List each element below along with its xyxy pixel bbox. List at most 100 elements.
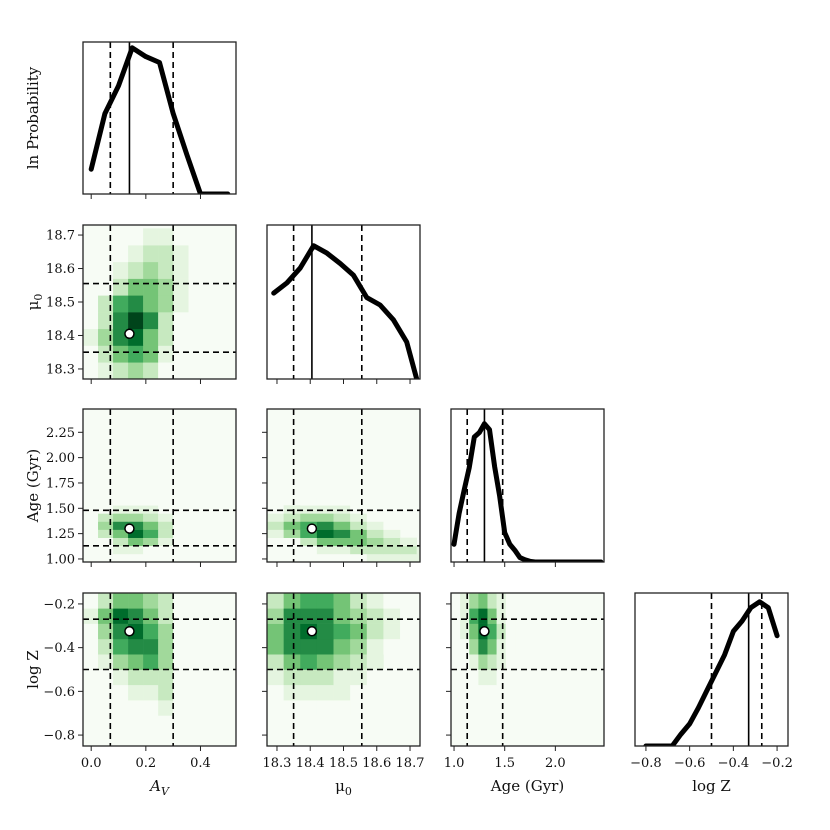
heatmap-cell [469, 638, 479, 655]
heatmap-cell [158, 513, 174, 522]
heatmap-cell [283, 608, 301, 624]
heatmap-cell [366, 608, 384, 624]
panel-marg-mu [266, 224, 421, 384]
heatmap-cell [451, 623, 461, 640]
heatmap-cell [158, 245, 174, 263]
heatmap-cell [83, 529, 99, 538]
heatmap-cell [267, 529, 284, 538]
x-tick-label: 1.0 [444, 756, 465, 771]
heatmap-cell [267, 669, 284, 686]
heatmap-cell [451, 593, 461, 609]
panel-joint-av-age: 1.00 1.25 1.50 1.75 2.00 2.25 Age (Gyr) [24, 408, 237, 567]
heatmap-cell [316, 513, 334, 522]
heatmap-cell [400, 537, 417, 547]
heatmap-cell [173, 700, 189, 716]
best-fit-marker [479, 626, 490, 637]
heatmap-cell [98, 328, 114, 346]
heatmap-cell [350, 623, 368, 640]
heatmap-cell [316, 497, 334, 506]
y-tick-label: 18.6 [46, 262, 75, 277]
heatmap-cell [316, 521, 334, 530]
heatmap-cell [113, 312, 129, 330]
heatmap-cell [333, 654, 351, 670]
heatmap-cell [366, 521, 384, 530]
y-tick-label: 1.50 [46, 502, 75, 517]
best-fit-marker [306, 626, 318, 637]
heatmap-cell [143, 529, 159, 538]
heatmap-cell [128, 261, 144, 279]
heatmap-cell [300, 545, 318, 555]
heatmap-cell [113, 529, 129, 538]
heatmap-cell [469, 684, 479, 701]
panel-joint-av-z: 0.0 0.2 0.4 −0.8 −0.6 −0.4 −0.2 log Z AV [24, 592, 237, 798]
heatmap-cell [316, 638, 334, 655]
heatmap-cell [366, 623, 384, 640]
panel-marg-z: −0.8 −0.6 −0.4 −0.2 log Z [630, 592, 793, 795]
heatmap-cell [300, 529, 318, 538]
heatmap-cell [283, 684, 301, 701]
heatmap-cell [350, 545, 368, 555]
plot-area [88, 42, 231, 194]
heatmap-cell [173, 345, 189, 363]
heatmap-cell [300, 638, 318, 655]
heatmap-cell [283, 513, 301, 522]
heatmap-cell [383, 638, 401, 655]
heatmap-cell [173, 261, 189, 279]
y-tick-label: −0.6 [43, 685, 75, 700]
heatmap-cell [300, 700, 318, 716]
heatmap-cell [113, 228, 129, 246]
probability-curve [451, 421, 604, 562]
heatmap-cell [128, 654, 144, 670]
panel-joint-av-mu: 18.3 18.4 18.5 18.6 18.7 μ0 [24, 224, 237, 384]
heatmap-cell [478, 669, 488, 686]
heatmap-cell [143, 700, 159, 716]
panel-joint-mu-age [262, 408, 421, 567]
heatmap-cell [487, 700, 497, 716]
heatmap-cell [113, 345, 129, 363]
heatmap-cell [128, 228, 144, 246]
heatmap-cell [350, 608, 368, 624]
heatmap-cell [267, 521, 284, 530]
heatmap-cell [316, 623, 334, 640]
panel-frame [82, 41, 237, 195]
y-tick-label: 2.00 [46, 451, 75, 466]
heatmap-cell [158, 593, 174, 609]
heatmap-cell [113, 497, 129, 506]
heatmap-cell [113, 684, 129, 701]
y-tick-label: 18.4 [46, 329, 75, 344]
heatmap-cell [316, 654, 334, 670]
heatmap-cell [98, 608, 114, 624]
y-tick-label: 18.3 [46, 362, 75, 377]
heatmap-cell [333, 608, 351, 624]
heatmap-cell [98, 521, 114, 530]
heatmap-cell [496, 638, 507, 655]
heatmap-cell [333, 700, 351, 716]
heatmap-cell [460, 593, 470, 609]
heatmap-cell [128, 345, 144, 363]
heatmap-cell [350, 505, 368, 514]
panel-marg-av: ln Probability [24, 41, 237, 199]
heatmap-cell [173, 669, 189, 686]
heatmap-cell [416, 545, 420, 555]
heatmap-cell [478, 700, 488, 716]
heatmap-cell [128, 278, 144, 296]
heatmap-cell [383, 521, 401, 530]
heatmap-cell [469, 654, 479, 670]
heatmap-cell [350, 654, 368, 670]
heatmap-cell [383, 537, 401, 547]
heatmap-cell [400, 553, 417, 562]
heatmap-cell [143, 278, 159, 296]
heatmap-cell [300, 593, 318, 609]
y-tick-label: −0.8 [43, 729, 75, 744]
heatmap-cell [158, 261, 174, 279]
heatmap-cell [128, 521, 144, 530]
heatmap-cell [128, 700, 144, 716]
panel-frame [82, 408, 237, 563]
heatmap-cell [158, 545, 174, 555]
heatmap-cell [173, 593, 189, 609]
heatmap-cell [143, 608, 159, 624]
heatmap-cell [83, 362, 99, 379]
heatmap-cell [366, 545, 384, 555]
heatmap-cell [143, 312, 159, 330]
heatmap-cell [83, 593, 99, 609]
